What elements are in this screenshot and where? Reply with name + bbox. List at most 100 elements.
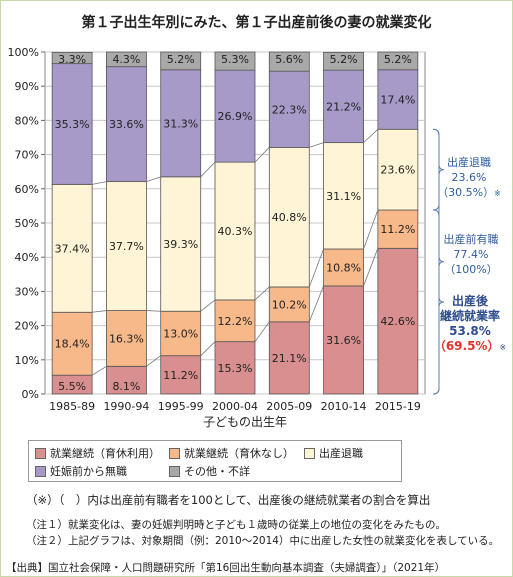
segment-label: 40.3%	[218, 225, 253, 238]
x-tick-label: 2010-14	[321, 400, 367, 413]
segment-label: 21.1%	[272, 352, 307, 365]
bar-segment	[377, 51, 419, 71]
bar-segment	[377, 128, 419, 211]
segment-label: 21.2%	[326, 100, 361, 113]
bar-segment	[106, 365, 147, 395]
legend-label-other: その他・不詳	[184, 465, 250, 478]
bar-segment	[160, 69, 202, 178]
side-annotation-employed: 出産前有職 77.4% （100%）	[434, 232, 508, 277]
x-axis-title: 子どもの出生年	[203, 415, 287, 429]
connector-line	[200, 161, 216, 178]
side-continue-val2: （69.5%）	[433, 339, 500, 353]
note-asterisk: （※）（ ）内は出産前有職者を100として、出産後の継続就業者の割合を算出	[26, 493, 431, 507]
connector-line	[308, 285, 324, 322]
legend-swatch-leave	[35, 447, 46, 459]
y-tick-label: 60%	[15, 183, 39, 196]
bar-segment	[51, 51, 93, 65]
x-tick-label: 2015-19	[375, 400, 421, 413]
bar-segment	[323, 248, 364, 287]
bar-segment	[214, 69, 256, 163]
segment-label: 5.5%	[58, 380, 86, 393]
connector-line	[146, 176, 161, 182]
connector-line	[363, 248, 379, 287]
segment-label: 5.2%	[330, 53, 358, 66]
segment-label: 5.2%	[384, 53, 412, 66]
segment-label: 15.3%	[218, 362, 253, 375]
brace-continue	[432, 209, 445, 395]
connector-line	[92, 310, 107, 313]
stacked-bar-chart: 0% 10% 20% 30% 40% 50% 60% 70% 80% 90% 100% 1985-89…	[8, 46, 445, 429]
bar-segment	[323, 51, 364, 71]
segment-label: 16.3%	[109, 332, 144, 345]
side-continue-val1: 53.8%	[449, 324, 491, 338]
y-tick-label: 90%	[15, 80, 39, 93]
bar-segment	[268, 70, 310, 148]
segment-label: 23.6%	[380, 164, 415, 177]
connector-line	[146, 355, 161, 367]
bar-segment	[377, 69, 419, 130]
connector-line	[200, 299, 216, 312]
x-tick-label: 1995-99	[158, 400, 204, 413]
side-continue-title1: 出産後	[451, 294, 488, 308]
y-tick-label: 100%	[8, 46, 39, 59]
bar-segment	[106, 51, 147, 68]
bar-segment	[268, 51, 310, 72]
bar-segment	[268, 286, 310, 323]
segment-label: 11.2%	[380, 223, 415, 236]
x-tick-label: 1985-89	[49, 400, 95, 413]
legend-swatch-unemployed	[35, 465, 46, 477]
segment-label: 33.6%	[109, 118, 144, 131]
connector-line	[254, 147, 270, 163]
bar-segment	[214, 341, 256, 395]
connector-line	[92, 181, 107, 185]
segment-label: 39.3%	[163, 238, 198, 251]
chart-title: 第１子出生年別にみた、第１子出産前後の妻の就業変化	[81, 15, 432, 31]
segment-label: 12.2%	[218, 315, 253, 328]
connector-line	[146, 310, 161, 312]
bar-segment	[51, 311, 93, 376]
side-retire-val2: （30.5%）	[437, 186, 495, 199]
segment-label: 35.3%	[55, 118, 90, 131]
segment-label: 10.2%	[272, 298, 307, 311]
segment-label: 37.7%	[109, 240, 144, 253]
legend-item-other: その他・不詳	[169, 463, 250, 479]
side-continue-title2: 継続就業率	[439, 309, 500, 323]
note-2: （注２）上記グラフは、対象期間（例：2010～2014）中に出産した女性の就業変…	[26, 535, 500, 547]
side-employed-val1: 77.4%	[453, 248, 489, 261]
bar-segment	[160, 51, 202, 71]
legend-swatch-other	[169, 465, 180, 477]
bar-segment	[51, 63, 93, 185]
connector-line	[91, 365, 107, 376]
y-tick-label: 10%	[15, 354, 39, 367]
y-tick-label: 30%	[15, 285, 39, 298]
side-annotation-continue: 出産後 継続就業率 53.8% （69.5%）※	[430, 294, 510, 355]
bar-segment	[51, 183, 93, 313]
side-employed-val2: （100%）	[444, 263, 498, 276]
segment-label: 40.8%	[272, 211, 307, 224]
legend-item-unemployed: 妊娠前から無職	[35, 463, 127, 479]
segment-label: 5.6%	[275, 53, 303, 66]
legend: 就業継続（育休利用） 就業継続（育休なし） 出産退職 妊娠前から無職 その他・不…	[28, 440, 402, 482]
segment-label: 5.3%	[221, 53, 249, 66]
y-tick-label: 80%	[15, 114, 39, 127]
y-tick-label: 70%	[15, 149, 39, 162]
segment-label: 37.4%	[55, 242, 90, 255]
legend-label-leave: 就業継続（育休利用）	[50, 447, 160, 460]
connector-line	[254, 286, 270, 301]
bar-segment	[106, 181, 147, 311]
segment-label: 10.8%	[326, 261, 361, 274]
connector-line	[363, 209, 379, 250]
note-1: （注１）就業変化は、妻の妊娠判明時と子ども１歳時の従業上の地位の変化をみたもの。	[26, 519, 446, 531]
legend-item-leave: 就業継続（育休利用）	[35, 445, 160, 461]
source-note: 【出典】国立社会保障・人口問題研究所「第16回出生動向基本調査（夫婦調査）」（2…	[6, 562, 446, 574]
segment-label: 8.1%	[112, 380, 140, 393]
legend-label-noleave: 就業継続（育休なし）	[184, 447, 294, 460]
x-tick-label: 2005-09	[266, 400, 312, 413]
bar-segment	[214, 51, 256, 71]
segment-label: 26.9%	[218, 110, 253, 123]
legend-item-noleave: 就業継続（育休なし）	[169, 445, 294, 461]
bar-segment	[214, 161, 256, 301]
segment-label: 31.6%	[326, 334, 361, 347]
segment-label: 22.3%	[272, 103, 307, 116]
connector-line	[309, 142, 324, 148]
